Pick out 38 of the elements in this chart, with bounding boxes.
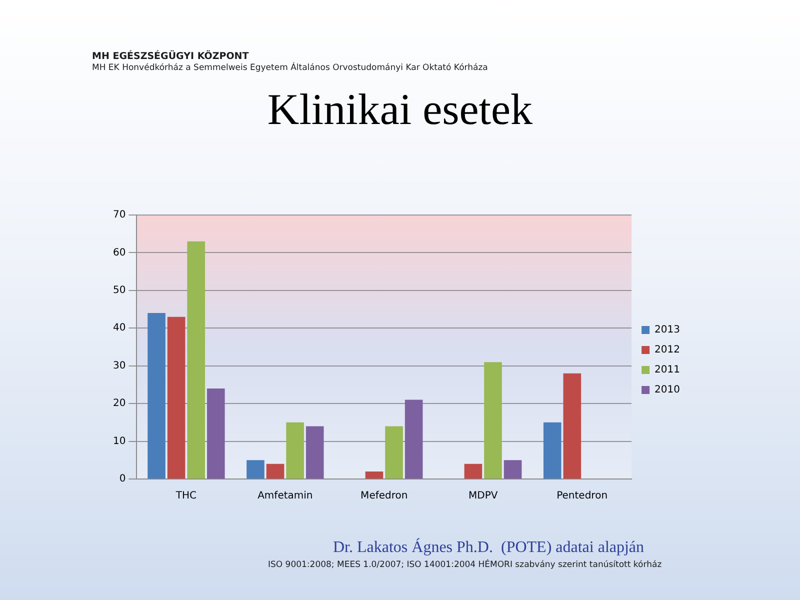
y-tick-label: 0 <box>119 474 126 485</box>
x-tick-label: Mefedron <box>360 490 408 502</box>
legend-label: 2012 <box>654 344 680 356</box>
bar <box>266 464 284 479</box>
bar <box>286 422 304 479</box>
legend-label: 2010 <box>654 384 680 396</box>
bar <box>563 373 582 479</box>
y-tick-label: 30 <box>112 360 126 372</box>
text: ISO 9001:2008; MEES 1.0/2007; ISO 14001:2004 HÉMORI szabvány szerint tanúsított kórház <box>268 560 662 570</box>
bar <box>246 460 264 479</box>
legend-label: 2011 <box>654 364 680 376</box>
text: Dr. Lakatos Ágnes Ph.D. (POTE) adatai alapján <box>333 539 644 557</box>
bar <box>365 471 384 479</box>
x-tick-label: MDPV <box>468 490 498 502</box>
x-tick-label: Pentedron <box>556 490 608 502</box>
bar <box>385 426 403 479</box>
text: MH EK Honvédkórház a Semmelweis Egyetem Általános Orvostudományi Kar Oktató Kórháza <box>92 63 488 73</box>
y-tick-label: 40 <box>112 322 126 334</box>
bar <box>167 316 186 479</box>
bar <box>404 400 423 479</box>
bar <box>306 426 324 479</box>
y-tick-label: 70 <box>112 210 126 221</box>
text: MH EGÉSZSÉGÜGYI KÖZPONT <box>92 51 249 62</box>
bar <box>484 362 502 479</box>
bar <box>504 460 522 479</box>
y-tick-label: 10 <box>112 436 126 447</box>
y-tick-label: 60 <box>112 247 126 258</box>
chart-title: Klinikai esetek <box>266 84 534 136</box>
x-tick-label: Amfetamin <box>258 490 313 502</box>
y-tick-label: 20 <box>112 398 126 410</box>
x-tick-label: THC <box>174 490 197 502</box>
y-tick-label: 50 <box>112 285 126 296</box>
bar <box>148 313 166 479</box>
bar <box>464 464 482 479</box>
bar <box>206 388 225 479</box>
bar <box>543 422 562 479</box>
legend-label: 2013 <box>654 324 680 336</box>
bar <box>187 241 206 479</box>
